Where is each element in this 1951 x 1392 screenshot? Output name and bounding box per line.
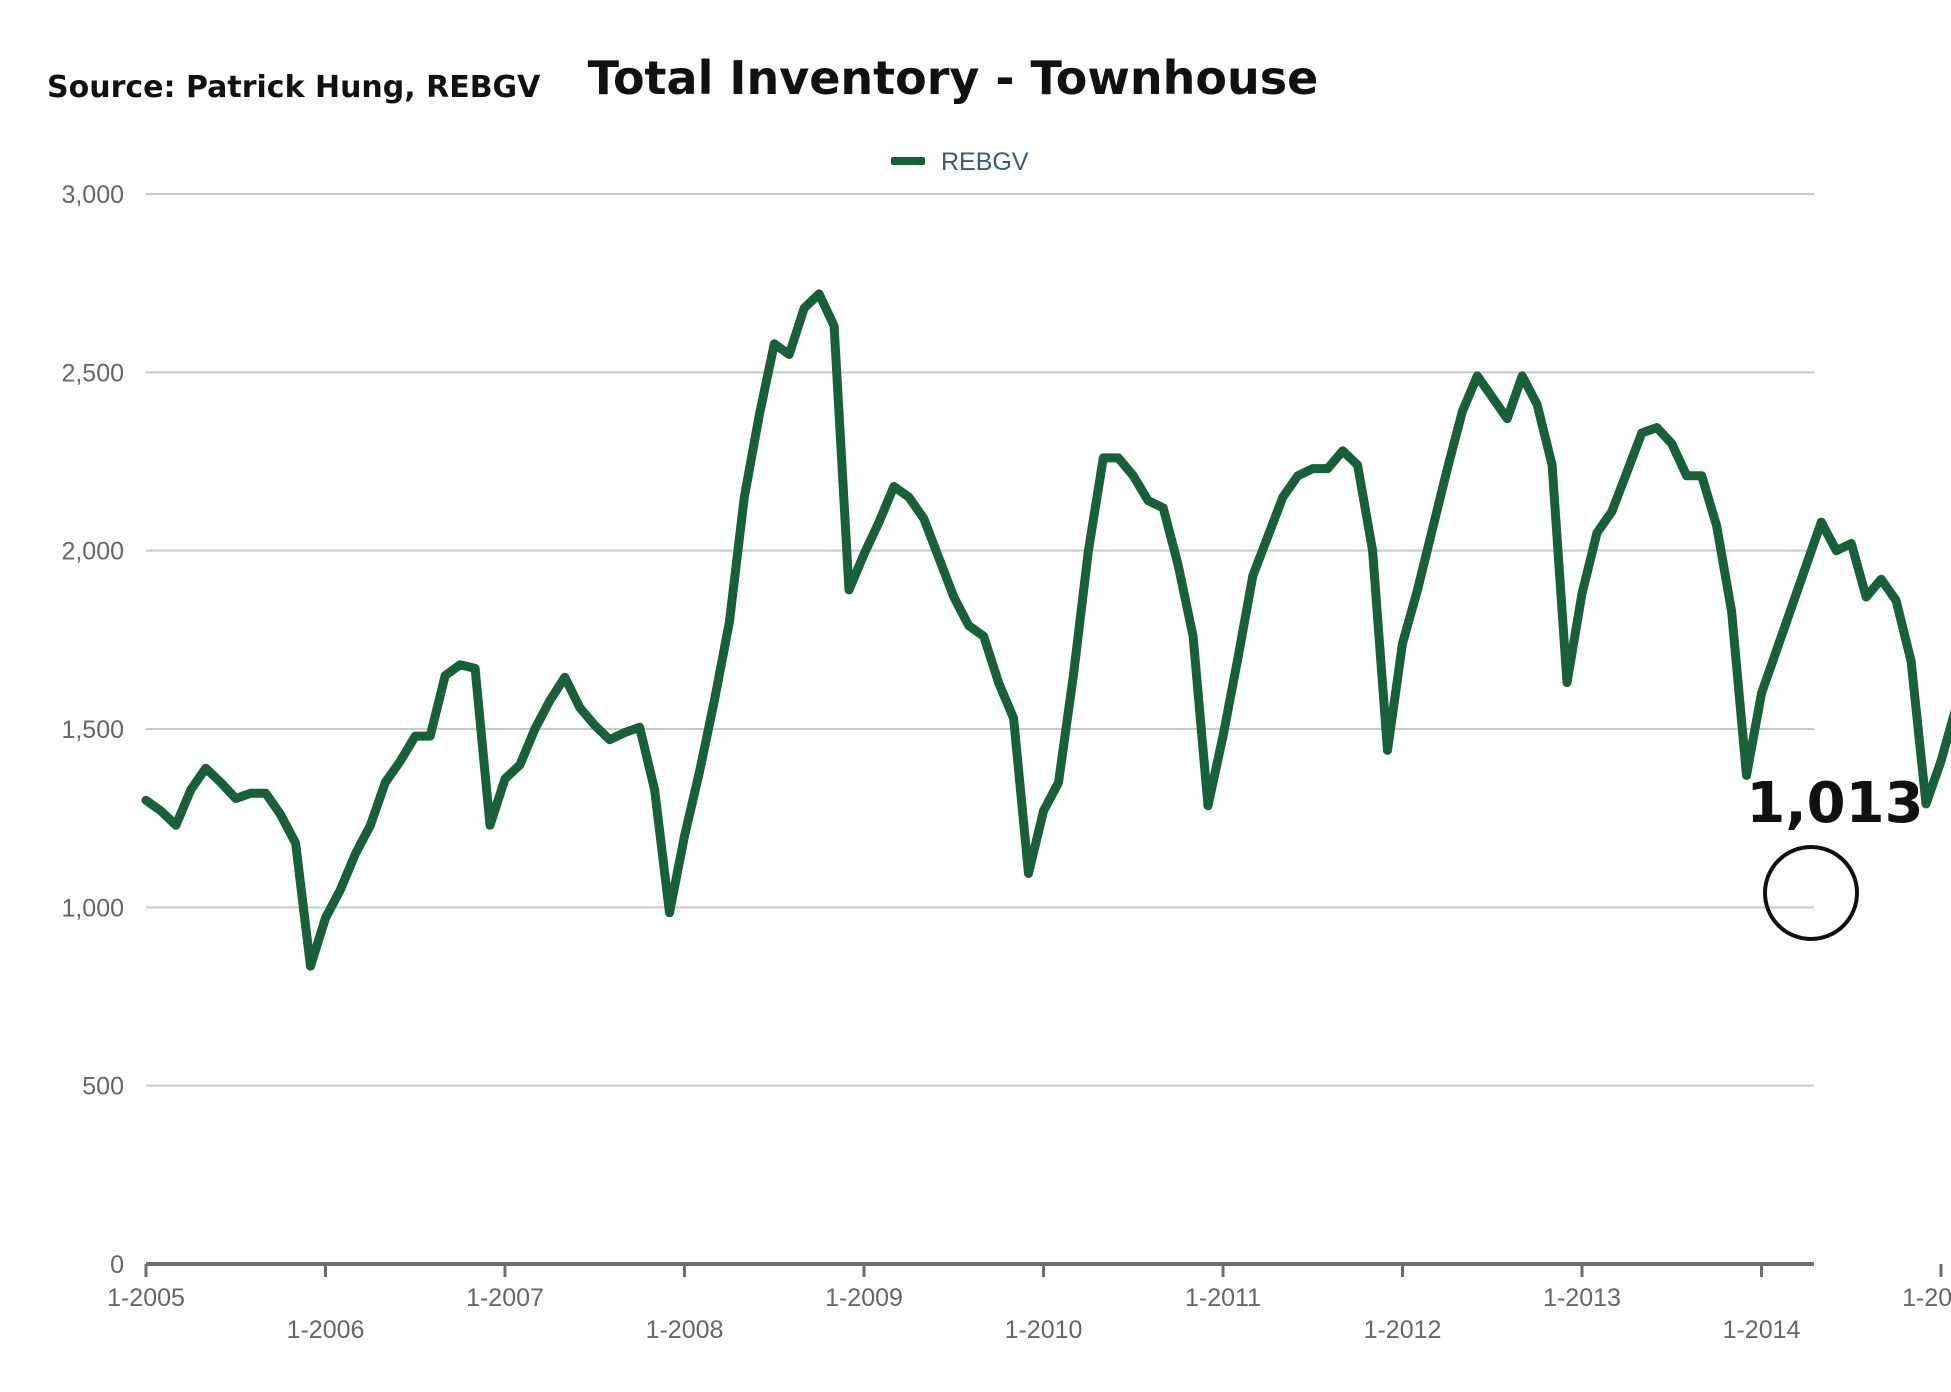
y-tick-label: 1,000 xyxy=(61,894,124,922)
x-tick-label: 1-2007 xyxy=(466,1284,544,1312)
chart-title: Total Inventory - Townhouse xyxy=(588,51,1319,105)
legend-swatch xyxy=(891,157,925,165)
callout-label: 1,013 xyxy=(1746,771,1923,836)
x-tick-label: 1-2015 xyxy=(1902,1284,1951,1312)
x-tick-label: 1-2012 xyxy=(1364,1316,1442,1344)
y-tick-label: 2,500 xyxy=(61,359,124,387)
y-axis-ticks: 0 500 1,000 1,500 2,000 2,500 3,000 xyxy=(61,181,124,1279)
series-line-rebgv xyxy=(141,289,1951,971)
series-area xyxy=(141,289,1951,971)
y-tick-label: 500 xyxy=(82,1073,124,1101)
x-tick-label: 1-2014 xyxy=(1723,1316,1801,1344)
x-tick-label: 1-2011 xyxy=(1185,1284,1261,1312)
annotation-circle xyxy=(1763,845,1859,941)
y-tick-label: 1,500 xyxy=(61,716,124,744)
x-tick-label: 1-2005 xyxy=(107,1284,185,1312)
annotation-group: 1,013 xyxy=(1746,771,1924,941)
x-tick-label: 1-2009 xyxy=(825,1284,903,1312)
y-tick-label: 3,000 xyxy=(61,181,124,209)
source-label: Source: Patrick Hung, REBGV xyxy=(47,70,541,105)
y-tick-label: 2,000 xyxy=(61,538,124,566)
legend-label: REBGV xyxy=(941,148,1029,176)
x-tick-label: 1-2006 xyxy=(287,1316,365,1344)
x-tick-label: 1-2013 xyxy=(1543,1284,1621,1312)
y-tick-label: 0 xyxy=(110,1251,124,1279)
x-tick-label: 1-2008 xyxy=(646,1316,724,1344)
gridlines xyxy=(146,193,1814,1087)
x-axis: 1-2005 1-2006 1-2007 1-2008 1-2009 1-2010 1-20… xyxy=(107,1262,1951,1344)
x-tick-label: 1-2010 xyxy=(1005,1316,1083,1344)
legend[interactable]: REBGV xyxy=(891,148,1029,176)
